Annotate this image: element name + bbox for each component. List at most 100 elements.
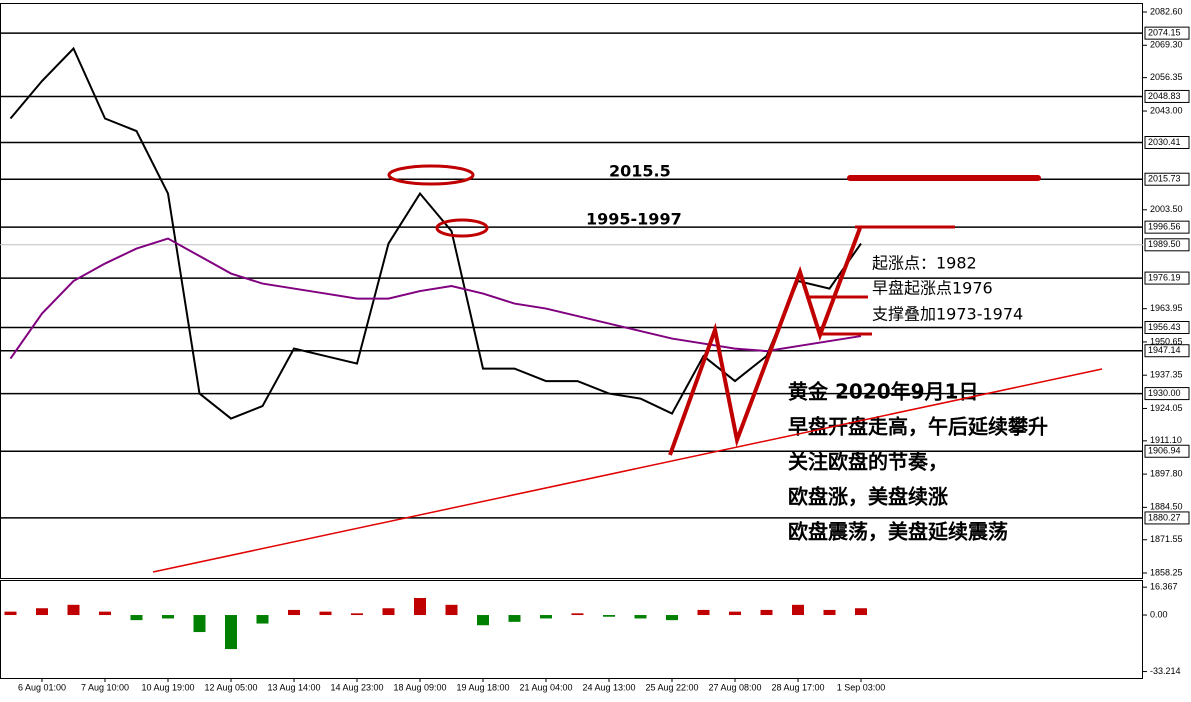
x-tick-label: 25 Aug 22:00: [645, 682, 698, 692]
annotation: 1995-1997: [586, 210, 682, 229]
level-label: 2074.15: [1148, 28, 1181, 38]
level-label: 1976.19: [1148, 272, 1181, 282]
macd-bar: [319, 611, 332, 616]
y-tick-label: 2082.60: [1150, 6, 1183, 16]
level-box: [1144, 387, 1190, 401]
level-box: [1144, 344, 1190, 358]
macd-bar: [130, 615, 143, 621]
drawings: [152, 164, 1103, 573]
x-tick-label: 27 Aug 08:00: [708, 682, 761, 692]
y-tick-label: 1963.95: [1150, 303, 1183, 313]
macd-bar: [760, 609, 773, 616]
macd-bar: [193, 615, 206, 633]
y-tick-label: 2003.50: [1150, 204, 1183, 214]
macd-bar: [288, 609, 300, 616]
x-tick-label: 21 Aug 04:00: [519, 682, 572, 692]
macd-bar: [162, 615, 174, 619]
level-label: 1880.27: [1148, 512, 1181, 522]
y-tick-label: 1911.10: [1150, 435, 1182, 445]
y-tick-label: 1950.65: [1150, 336, 1183, 346]
annotation: 黄金 2020年9月1日: [788, 380, 978, 404]
y-tick-label: 2043.00: [1150, 105, 1183, 115]
annotation: 2015.5: [609, 162, 671, 181]
level-box: [1144, 511, 1190, 525]
y-tick-label: 1858.25: [1150, 567, 1183, 577]
level-box: [1144, 26, 1190, 40]
trend-line: [152, 368, 1103, 573]
macd-bar: [67, 604, 80, 616]
macd-bar: [540, 615, 552, 619]
x-tick-label: 19 Aug 18:00: [456, 682, 509, 692]
level-box: [1144, 89, 1190, 103]
macd-bar: [256, 615, 269, 624]
x-tick-label: 14 Aug 23:00: [330, 682, 383, 692]
macd-bar: [382, 608, 395, 616]
macd-frame: [0, 580, 1143, 679]
x-tick-label: 18 Aug 09:00: [393, 682, 446, 692]
y-tick-label: 1937.35: [1150, 370, 1183, 380]
macd-bar: [634, 615, 647, 619]
macd-bar: [697, 609, 710, 616]
level-box: [1144, 220, 1190, 234]
macd-bar: [4, 611, 17, 616]
level-label: 2015.73: [1148, 174, 1181, 184]
x-tick-label: 1 Sep 03:00: [837, 682, 886, 692]
level-label: 1906.94: [1148, 446, 1181, 456]
level-label: 1996.56: [1148, 222, 1181, 232]
level-box: [1144, 444, 1190, 458]
x-tick-label: 10 Aug 19:00: [141, 682, 194, 692]
y-tick-label: 0.00: [1150, 609, 1168, 619]
macd-bar: [666, 615, 678, 621]
level-label: 1956.43: [1148, 322, 1181, 332]
macd-bar: [414, 598, 426, 616]
macd-bar: [477, 615, 489, 626]
level-label: 1989.50: [1148, 239, 1181, 249]
level-box: [1144, 238, 1190, 252]
macd-bar: [571, 613, 584, 616]
level-label: 1930.00: [1148, 388, 1181, 398]
level-box: [1144, 172, 1190, 186]
x-tick-label: 13 Aug 14:00: [267, 682, 320, 692]
level-label: 1947.14: [1148, 345, 1181, 355]
level-label: 2030.41: [1148, 137, 1181, 147]
macd-bar: [855, 608, 867, 616]
x-tick-label: 28 Aug 17:00: [771, 682, 824, 692]
annotation: 支撑叠加1973-1974: [872, 305, 1023, 324]
price-frame: [0, 3, 1143, 579]
annotation: 起涨点：1982: [872, 254, 977, 273]
annotation: 早盘开盘走高，午后延续攀升: [788, 415, 1048, 439]
macd-bar: [823, 609, 836, 616]
annotation: 早盘起涨点1976: [872, 279, 993, 298]
y-tick-label: 2056.35: [1150, 72, 1183, 82]
zigzag: [668, 227, 862, 456]
level-box: [1144, 136, 1190, 150]
series-line: [9, 237, 862, 360]
annotation: 欧盘震荡，美盘延续震荡: [788, 520, 1008, 544]
macd-bar: [36, 608, 48, 616]
macd-bar: [99, 611, 111, 616]
level-label: 2048.83: [1148, 91, 1181, 101]
macd-bar: [508, 615, 521, 622]
y-tick-label: 1884.50: [1150, 502, 1183, 512]
macd-bar: [225, 615, 237, 650]
x-tick-label: 7 Aug 10:00: [81, 682, 129, 692]
macd-bar: [351, 613, 363, 616]
ellipse: [387, 164, 475, 186]
macd-bar: [445, 604, 458, 616]
y-tick-label: 1897.80: [1150, 468, 1183, 478]
y-tick-label: 1924.05: [1150, 403, 1183, 413]
x-tick-label: 12 Aug 05:00: [204, 682, 257, 692]
annotation: 关注欧盘的节奏，: [788, 450, 948, 474]
y-tick-label: -33.214: [1150, 666, 1181, 676]
level-box: [1144, 271, 1190, 285]
y-tick-label: 2069.30: [1150, 40, 1183, 50]
annotation: 欧盘涨，美盘续涨: [788, 485, 948, 509]
y-tick-label: 16.367: [1150, 582, 1178, 592]
series-line: [9, 46, 862, 420]
macd-bar: [729, 611, 741, 616]
x-tick-label: 24 Aug 13:00: [582, 682, 635, 692]
x-tick-label: 6 Aug 01:00: [18, 682, 66, 692]
macd-bar: [603, 615, 615, 617]
ellipse: [435, 218, 489, 238]
